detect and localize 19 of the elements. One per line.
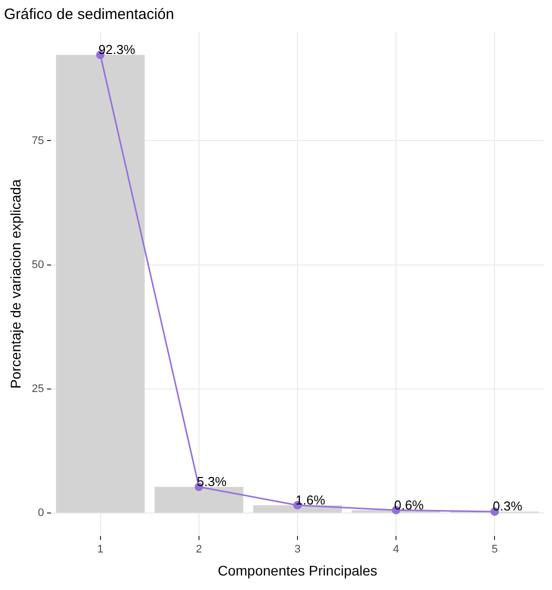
x-tick-label: 4	[393, 544, 400, 556]
y-axis-title: Porcentaje de variacion explicada	[7, 179, 24, 389]
data-label: 0.3%	[492, 498, 523, 514]
y-tick-label: 0	[38, 507, 44, 520]
x-tick-label: 1	[97, 544, 104, 556]
data-label: 0.6%	[394, 497, 424, 512]
bar	[154, 486, 244, 513]
x-axis-title: Componentes Principales	[218, 562, 378, 578]
data-label: 5.3%	[196, 474, 227, 489]
y-tick-label: 75	[32, 134, 44, 147]
data-label: 92.3%	[98, 42, 136, 57]
y-tick-label: 25	[32, 383, 44, 396]
x-tick-label: 2	[196, 544, 202, 556]
chart-title: Gráfico de sedimentación	[4, 6, 174, 24]
x-tick-label: 5	[492, 544, 498, 556]
y-tick-label: 50	[32, 258, 44, 271]
bar	[56, 54, 145, 513]
data-label: 1.6%	[296, 492, 326, 508]
x-tick-label: 3	[294, 544, 301, 556]
